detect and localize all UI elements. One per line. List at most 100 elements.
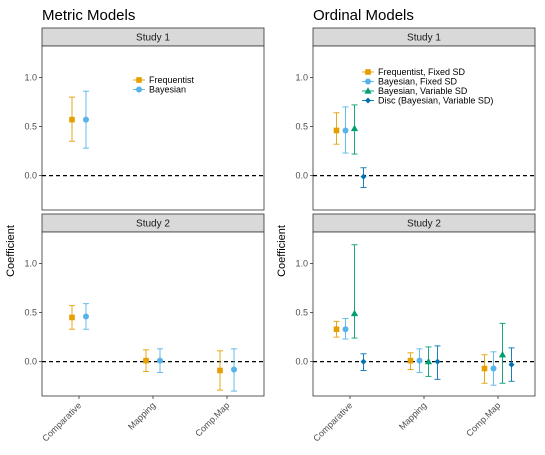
point-marker — [69, 314, 75, 321]
chart-metric: Metric Models Coefficient Study 1 0.0 0.5 1.0… — [5, 7, 265, 443]
y-tick-label: 1.0 — [295, 72, 308, 82]
panel-study-2: Study 2 0.0 0.5 1.0 Comparative Mapping Comp.M… — [24, 213, 265, 443]
data-point — [333, 112, 340, 145]
y-tick-label: 1.0 — [24, 258, 37, 268]
legend-marker — [365, 97, 371, 104]
data-point — [231, 348, 237, 392]
data-point — [407, 352, 414, 370]
y-tick-label: 0.0 — [295, 357, 308, 367]
legend-label: Bayesian — [149, 85, 186, 95]
point-marker — [333, 127, 340, 134]
legend-item: Frequentist — [133, 75, 195, 85]
point-marker — [424, 357, 433, 365]
point-marker — [342, 127, 349, 134]
y-tick-label: 0.5 — [295, 308, 308, 318]
legend-marker — [136, 77, 142, 83]
data-point — [360, 353, 367, 371]
facet-strip-label: Study 2 — [136, 219, 170, 230]
panel-study-1: Study 1 0.0 0.5 1.0 — [295, 27, 536, 211]
y-tick-label: 0.5 — [295, 122, 308, 132]
legend-marker — [364, 87, 372, 94]
data-point — [83, 303, 89, 330]
plot-panel — [312, 231, 536, 397]
panel-study-2: Study 2 0.0 0.5 1.0 Comparative Mapping Comp.M… — [295, 213, 536, 443]
legend-item: Bayesian, Variable SD — [362, 86, 468, 96]
data-point — [342, 317, 349, 340]
point-marker — [416, 357, 423, 364]
data-point — [434, 345, 441, 380]
legend-marker — [136, 86, 142, 93]
point-marker — [434, 358, 441, 365]
x-tick-label: Comp.Map — [193, 400, 231, 438]
data-point — [83, 90, 89, 149]
data-point — [342, 106, 349, 154]
y-tick-label: 1.0 — [24, 72, 37, 82]
data-point — [481, 354, 488, 384]
y-tick-label: 0.5 — [24, 308, 37, 318]
chart-title: Metric Models — [42, 7, 135, 24]
point-marker — [481, 365, 488, 372]
data-point — [508, 347, 515, 382]
x-tick-label: Mapping — [397, 400, 428, 431]
data-point — [360, 167, 367, 188]
legend-label: Frequentist, Fixed SD — [378, 67, 466, 77]
data-point — [350, 244, 359, 339]
data-point — [416, 348, 423, 373]
data-point — [333, 320, 340, 338]
point-marker — [83, 116, 89, 123]
data-point — [217, 350, 223, 391]
point-marker — [407, 357, 414, 364]
legend-marker — [365, 69, 371, 75]
point-marker — [342, 326, 349, 333]
plot-panel — [41, 45, 265, 211]
chart-title: Ordinal Models — [313, 7, 414, 24]
legend-label: Disc (Bayesian, Variable SD) — [378, 96, 493, 106]
facet-strip-label: Study 2 — [407, 219, 441, 230]
point-marker — [143, 357, 149, 364]
x-tick-label: Comp.Map — [464, 400, 502, 438]
data-point — [350, 104, 359, 155]
legend-label: Frequentist — [149, 75, 195, 85]
legend-marker — [365, 78, 371, 85]
legend-item: Frequentist, Fixed SD — [362, 67, 466, 77]
plot-panel — [41, 231, 265, 397]
facet-strip-label: Study 1 — [136, 33, 170, 44]
point-marker — [69, 116, 75, 123]
panel-study-1: Study 1 0.0 0.5 1.0 — [24, 27, 265, 211]
legend-item: Bayesian — [133, 85, 186, 95]
x-tick-label: Comparative — [311, 400, 354, 443]
y-tick-label: 0.0 — [24, 171, 37, 181]
facet-strip-label: Study 1 — [407, 33, 441, 44]
point-marker — [333, 326, 340, 333]
point-marker — [350, 124, 359, 132]
data-point — [157, 348, 163, 373]
point-marker — [360, 173, 367, 180]
x-tick-label: Mapping — [126, 400, 157, 431]
legend-label: Bayesian, Variable SD — [378, 86, 468, 96]
data-point — [69, 96, 75, 142]
y-axis-label: Coefficient — [5, 225, 17, 277]
y-tick-label: 1.0 — [295, 258, 308, 268]
data-point — [498, 322, 507, 384]
legend-item: Disc (Bayesian, Variable SD) — [362, 96, 493, 106]
data-point — [490, 351, 497, 386]
point-marker — [217, 367, 223, 374]
point-marker — [508, 361, 515, 368]
plot-panel — [312, 45, 536, 211]
data-point — [424, 346, 433, 377]
legend-item: Bayesian, Fixed SD — [362, 77, 458, 87]
data-point — [143, 349, 149, 372]
y-axis-label: Coefficient — [276, 225, 288, 277]
point-marker — [360, 358, 367, 365]
point-marker — [490, 365, 497, 372]
y-tick-label: 0.5 — [24, 122, 37, 132]
x-tick-label: Comparative — [40, 400, 83, 443]
point-marker — [157, 357, 163, 364]
y-tick-label: 0.0 — [24, 357, 37, 367]
point-marker — [350, 309, 359, 317]
y-tick-label: 0.0 — [295, 171, 308, 181]
chart-ordinal: Ordinal Models Coefficient Study 1 0.0 0.5 1.… — [276, 7, 536, 443]
